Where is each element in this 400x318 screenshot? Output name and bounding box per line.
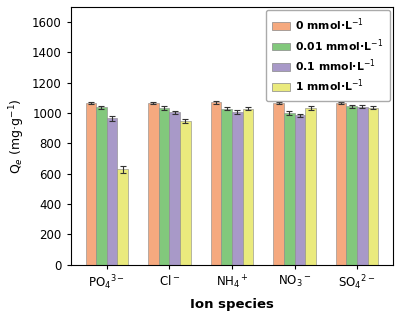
Bar [346, 106, 357, 265]
Bar [243, 108, 253, 265]
Bar [211, 102, 221, 265]
Bar [86, 103, 96, 265]
Bar [159, 108, 169, 265]
Bar [305, 108, 316, 265]
Legend: 0 mmol·L$^{-1}$, 0.01 mmol·L$^{-1}$, 0.1 mmol·L$^{-1}$, 1 mmol·L$^{-1}$: 0 mmol·L$^{-1}$, 0.01 mmol·L$^{-1}$, 0.1… [266, 10, 390, 101]
Bar [221, 109, 232, 265]
Bar [294, 115, 305, 265]
Bar [336, 103, 346, 265]
Bar [273, 103, 284, 265]
Bar [148, 103, 159, 265]
Y-axis label: Q$_e$ (mg·g$^{-1}$): Q$_e$ (mg·g$^{-1}$) [7, 98, 26, 174]
Bar [368, 108, 378, 265]
X-axis label: Ion species: Ion species [190, 298, 274, 311]
Bar [284, 113, 294, 265]
Bar [232, 112, 243, 265]
Bar [357, 107, 368, 265]
Bar [180, 121, 191, 265]
Bar [169, 112, 180, 265]
Bar [118, 169, 128, 265]
Bar [96, 107, 107, 265]
Bar [107, 118, 118, 265]
